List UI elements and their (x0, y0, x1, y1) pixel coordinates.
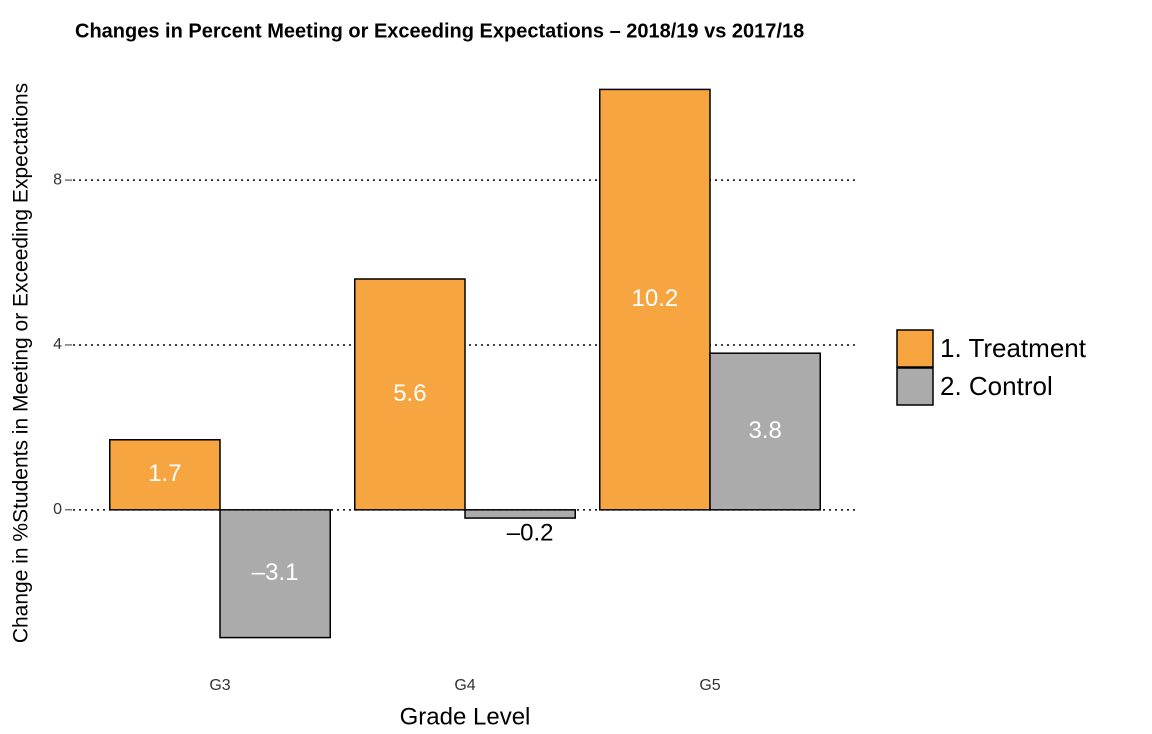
x-tick-label: G3 (209, 677, 230, 694)
value-label: 10.2 (632, 285, 679, 312)
y-tick-label: 0 (53, 501, 62, 518)
y-axis-label: Change in %Students in Meeting or Exceed… (10, 83, 33, 643)
value-label: –3.1 (252, 559, 299, 586)
value-label: 1.7 (148, 460, 181, 487)
y-tick-label: 4 (53, 336, 62, 353)
bar (464, 509, 576, 519)
bar (109, 439, 221, 511)
x-tick-label: G4 (454, 677, 475, 694)
chart-title: Changes in Percent Meeting or Exceeding … (75, 20, 804, 42)
y-tick-label: 8 (53, 171, 62, 188)
x-axis-label: Grade Level (400, 703, 531, 730)
x-tick-label: G5 (699, 677, 720, 694)
bar (354, 278, 466, 511)
legend-label: 2. Control (940, 371, 1053, 401)
value-label: 5.6 (393, 380, 426, 407)
bar (219, 509, 331, 639)
legend-swatch (896, 367, 934, 406)
legend-swatch (896, 329, 934, 368)
bar (709, 352, 821, 511)
value-label: –0.2 (507, 519, 554, 546)
bar (599, 88, 711, 511)
legend-label: 1. Treatment (940, 333, 1087, 363)
value-label: 3.8 (748, 417, 781, 444)
